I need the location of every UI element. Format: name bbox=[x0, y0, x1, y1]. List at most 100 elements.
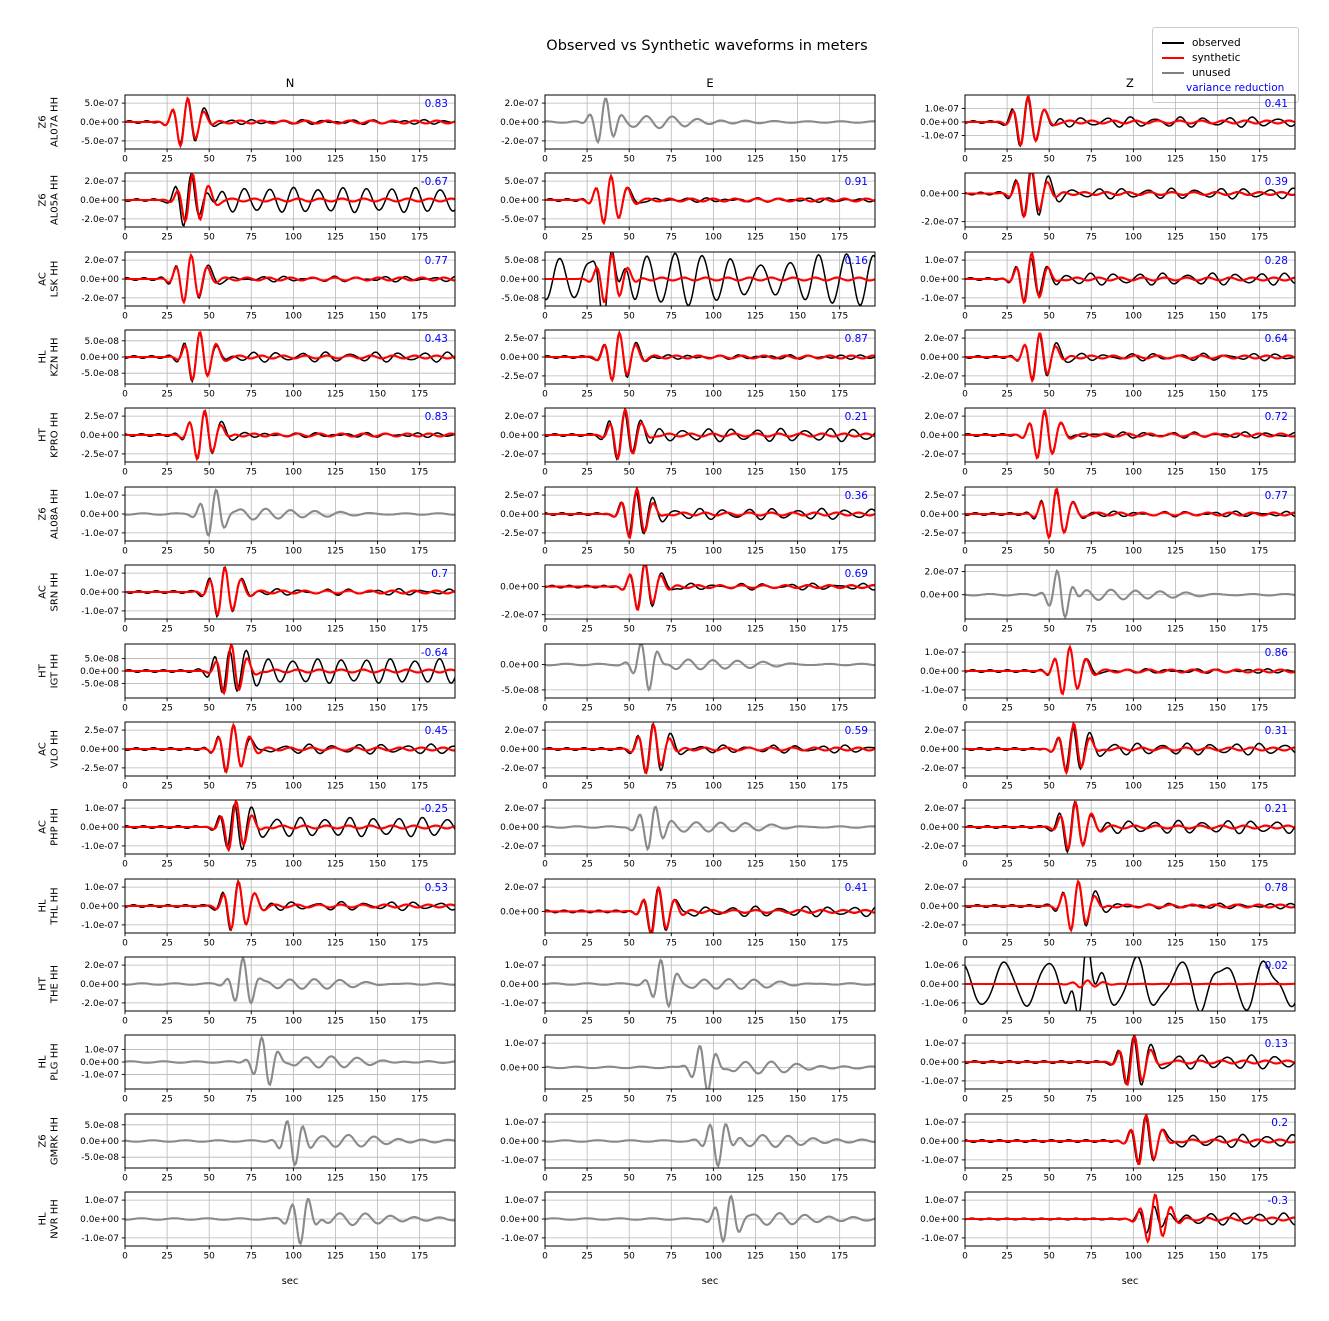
observed-trace bbox=[125, 648, 455, 694]
x-tick-label: 25 bbox=[1001, 860, 1012, 870]
x-tick-label: 50 bbox=[1043, 390, 1055, 400]
x-tick-label: 75 bbox=[246, 1173, 257, 1183]
x-tick-label: 75 bbox=[246, 390, 257, 400]
waveform-panel-NVR-N: 0 25 50 75 100 125 150 175 1.0e-07 0.0e+00 -1.0e-0… bbox=[80, 1191, 456, 1262]
x-tick-label: 125 bbox=[327, 1252, 344, 1262]
x-tick-label: 125 bbox=[327, 311, 344, 321]
waveform-panel-AL05A-N: 0 25 50 75 100 125 150 175 2.0e-07 0.0e+00 -2.0e-0… bbox=[80, 172, 456, 243]
x-tick-label: 0 bbox=[542, 311, 548, 321]
y-tick-label: -1.0e-07 bbox=[81, 529, 119, 539]
synthetic-trace bbox=[545, 331, 875, 383]
x-tick-label: 125 bbox=[747, 546, 764, 556]
waveform-panel-PHP-Z: 0 25 50 75 100 125 150 175 2.0e-07 0.0e+00 -2.0e-0… bbox=[920, 799, 1296, 870]
waveform-panel-THL-E: 0 25 50 75 100 125 150 175 2.0e-07 0.0e+00 0.41 bbox=[500, 878, 876, 948]
trace-group bbox=[965, 721, 1295, 776]
x-tick-label: 100 bbox=[705, 1252, 722, 1262]
figure-title: Observed vs Synthetic waveforms in meter… bbox=[546, 38, 868, 54]
x-tick-label: 175 bbox=[831, 1173, 848, 1183]
variance-reduction-value: 0.45 bbox=[425, 725, 448, 737]
x-tick-label: 0 bbox=[542, 938, 548, 948]
variance-reduction-value: 0.43 bbox=[425, 333, 448, 345]
x-tick-label: 75 bbox=[246, 1095, 257, 1105]
x-tick-label: 100 bbox=[1125, 625, 1142, 635]
x-tick-label: 125 bbox=[747, 703, 764, 713]
x-tick-label: 75 bbox=[246, 625, 257, 635]
x-tick-label: 0 bbox=[962, 311, 968, 321]
synthetic-trace bbox=[965, 1193, 1295, 1244]
x-tick-label: 100 bbox=[1125, 1095, 1142, 1105]
network-code: HL bbox=[37, 1212, 49, 1226]
variance-reduction-value: 0.41 bbox=[1265, 98, 1288, 110]
x-tick-label: 125 bbox=[1167, 468, 1184, 478]
x-tick-label: 75 bbox=[666, 546, 677, 556]
trace-group bbox=[125, 878, 455, 931]
y-tick-label: 2.0e-07 bbox=[924, 883, 959, 893]
x-tick-label: 100 bbox=[1125, 155, 1142, 165]
x-tick-label: 150 bbox=[369, 155, 386, 165]
x-tick-label: 75 bbox=[666, 938, 677, 948]
y-tick-label: -2.5e-07 bbox=[501, 372, 539, 382]
x-tick-label: 175 bbox=[1251, 233, 1268, 243]
x-tick-label: 125 bbox=[327, 155, 344, 165]
x-tick-label: 75 bbox=[666, 311, 677, 321]
variance-reduction-value: 0.72 bbox=[1265, 411, 1288, 423]
y-tick-label: 1.0e-07 bbox=[504, 961, 539, 971]
x-tick-label: 75 bbox=[1086, 1016, 1097, 1026]
y-tick-label: 0.0e+00 bbox=[500, 660, 539, 670]
y-tick-label: -2.0e-07 bbox=[501, 137, 539, 147]
x-tick-label: 100 bbox=[705, 860, 722, 870]
x-tick-label: 50 bbox=[1043, 860, 1055, 870]
synthetic-trace bbox=[965, 487, 1295, 540]
y-tick-label: -1.0e-07 bbox=[81, 1234, 119, 1244]
y-tick-label: 0.0e+00 bbox=[500, 1064, 539, 1074]
x-tick-label: 125 bbox=[1167, 938, 1184, 948]
x-tick-label: 25 bbox=[161, 546, 172, 556]
x-tick-label: 75 bbox=[666, 625, 677, 635]
y-tick-label: 1.0e-07 bbox=[84, 569, 119, 579]
x-axis-label-E: sec bbox=[701, 1276, 719, 1287]
y-tick-label: 2.0e-07 bbox=[924, 334, 959, 344]
variance-reduction-value: 0.78 bbox=[1265, 882, 1288, 894]
panel-border bbox=[544, 643, 876, 699]
x-tick-label: 50 bbox=[623, 155, 635, 165]
y-tick-label: 0.0e+00 bbox=[500, 1215, 539, 1225]
y-tick-label: 1.0e-07 bbox=[84, 804, 119, 814]
waveform-panel-AL08A-N: 0 25 50 75 100 125 150 175 1.0e-07 0.0e+00 -1.0e-0… bbox=[80, 486, 456, 556]
y-tick-label: -2.0e-07 bbox=[921, 218, 959, 228]
trace-group bbox=[965, 95, 1295, 148]
synthetic-trace bbox=[125, 800, 455, 853]
x-tick-label: 50 bbox=[203, 1173, 215, 1183]
x-tick-label: 175 bbox=[1251, 703, 1268, 713]
synthetic-trace bbox=[965, 251, 1295, 305]
x-tick-label: 50 bbox=[623, 781, 635, 791]
x-tick-label: 25 bbox=[581, 233, 592, 243]
x-tick-label: 75 bbox=[1086, 311, 1097, 321]
trace-group bbox=[125, 565, 455, 619]
x-tick-label: 25 bbox=[161, 155, 172, 165]
x-tick-label: 150 bbox=[789, 938, 806, 948]
waveform-panel-KPRO-N: 0 25 50 75 100 125 150 175 2.5e-07 0.0e+00 -2.5e-0… bbox=[80, 407, 456, 478]
x-tick-label: 50 bbox=[1043, 155, 1055, 165]
trace-group bbox=[125, 488, 455, 537]
synthetic-trace bbox=[965, 1113, 1295, 1165]
x-tick-label: 175 bbox=[831, 155, 848, 165]
waveform-panel-AL05A-Z: 0 25 50 75 100 125 150 175 0.0e+00 -2.0e-07 0.39 bbox=[920, 172, 1296, 243]
y-tick-label: -2.5e-07 bbox=[81, 764, 119, 774]
waveform-panel-GMRK-E: 0 25 50 75 100 125 150 175 1.0e-07 0.0e+00 -1.0e-0… bbox=[500, 1113, 876, 1183]
x-tick-label: 175 bbox=[831, 703, 848, 713]
x-tick-label: 100 bbox=[1125, 703, 1142, 713]
y-tick-label: -5.0e-08 bbox=[501, 685, 539, 695]
x-tick-label: 50 bbox=[203, 233, 215, 243]
y-tick-label: 0.0e+00 bbox=[920, 1058, 959, 1068]
x-tick-label: 25 bbox=[1001, 781, 1012, 791]
unused-trace bbox=[545, 97, 875, 145]
x-tick-label: 75 bbox=[666, 1252, 677, 1262]
waveform-panel-VLO-Z: 0 25 50 75 100 125 150 175 2.0e-07 0.0e+00 -2.0e-0… bbox=[920, 721, 1296, 791]
y-tick-label: -2.0e-07 bbox=[921, 450, 959, 460]
x-tick-label: 175 bbox=[831, 938, 848, 948]
x-tick-label: 150 bbox=[789, 1095, 806, 1105]
x-tick-label: 175 bbox=[831, 311, 848, 321]
y-tick-label: 0.0e+00 bbox=[920, 902, 959, 912]
trace-group bbox=[125, 173, 455, 228]
x-tick-label: 100 bbox=[285, 781, 302, 791]
